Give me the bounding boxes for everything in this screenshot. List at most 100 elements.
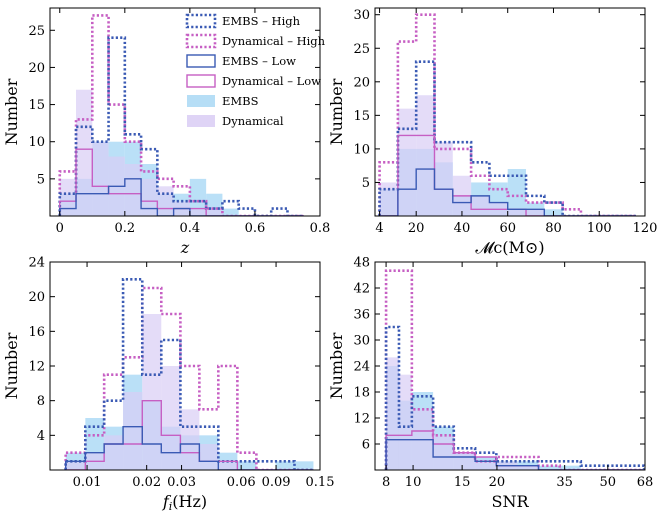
y-tick-label: 20 bbox=[28, 290, 45, 305]
y-tick-label: 12 bbox=[353, 412, 370, 427]
x-tick-label: 40 bbox=[454, 221, 471, 236]
legend-swatch bbox=[185, 33, 217, 49]
y-tick-label: 5 bbox=[37, 172, 45, 187]
y-tick-label: 5 bbox=[362, 176, 370, 191]
x-tick-label: 35 bbox=[556, 475, 573, 490]
step-dynamical-low bbox=[59, 148, 304, 216]
bar-dynamical-7 bbox=[517, 465, 539, 470]
step-dynamical-high bbox=[378, 13, 636, 216]
x-tick-label: 4 bbox=[375, 221, 383, 236]
y-tick-label: 20 bbox=[353, 75, 370, 90]
y-tick-label: 30 bbox=[353, 8, 370, 23]
bar-dynamical-4 bbox=[142, 314, 162, 470]
bar-dynamical-0 bbox=[379, 182, 398, 216]
y-tick-label: 10 bbox=[353, 142, 370, 157]
y-tick-label: 6 bbox=[362, 438, 370, 453]
step-dynamical-low bbox=[65, 399, 314, 470]
x-tick-label: 0.01 bbox=[73, 475, 102, 490]
y-tick-label: 15 bbox=[353, 109, 370, 124]
x-axis-label: SNR bbox=[491, 492, 529, 511]
plot-area bbox=[64, 278, 314, 470]
series-dynamical bbox=[65, 314, 238, 470]
legend-label: Dynamical bbox=[222, 114, 284, 128]
legend-swatch bbox=[185, 13, 217, 29]
legend-item-dynamical-high: Dynamical – High bbox=[185, 33, 326, 49]
y-tick-label: 12 bbox=[28, 360, 45, 375]
x-tick-label: 0.15 bbox=[306, 475, 335, 490]
panel-top-left: 0 0.2 0.4 0.6 0.8 5 10 15 20 25 Number z bbox=[2, 7, 330, 257]
axes-frame bbox=[374, 7, 646, 217]
y-tick-label: 16 bbox=[28, 325, 45, 340]
bar-dynamical-8 bbox=[189, 208, 207, 216]
y-tick-label: 48 bbox=[353, 256, 370, 271]
x-tick-label: 20 bbox=[489, 475, 506, 490]
bar-dynamical-2 bbox=[92, 141, 109, 216]
bar-embs-7 bbox=[507, 169, 527, 216]
bar-dynamical-5 bbox=[141, 178, 158, 216]
series-dynamical-high bbox=[64, 286, 314, 470]
step-dynamical-low bbox=[379, 134, 636, 216]
y-axis-label: Number bbox=[327, 78, 346, 145]
y-axis-label: Number bbox=[2, 78, 21, 145]
plot-area bbox=[384, 269, 645, 470]
legend-item-embs: EMBS bbox=[187, 94, 259, 108]
bar-dynamical-4 bbox=[124, 164, 142, 216]
series-dynamical-high bbox=[58, 14, 304, 216]
series-embs-high bbox=[378, 60, 636, 216]
x-tick-label: 20 bbox=[408, 221, 425, 236]
bar-embs-8 bbox=[538, 465, 560, 470]
bar-dynamical-0 bbox=[65, 461, 86, 470]
y-axis-label: Number bbox=[2, 332, 21, 399]
y-tick-label: 10 bbox=[28, 135, 45, 150]
bar-dynamical-8 bbox=[526, 209, 545, 216]
bar-dynamical-1 bbox=[397, 108, 417, 216]
legend-label: Dynamical – Low bbox=[222, 74, 321, 88]
x-tick-label: 0.6 bbox=[245, 221, 266, 236]
bar-dynamical-3 bbox=[434, 142, 453, 216]
step-embs-low bbox=[379, 168, 636, 216]
x-tick-label: 100 bbox=[587, 221, 612, 236]
bar-dynamical-4 bbox=[453, 452, 476, 470]
legend-label: Dynamical – High bbox=[222, 34, 326, 48]
bar-dynamical-9 bbox=[206, 208, 223, 216]
step-embs-high bbox=[64, 278, 314, 470]
x-axis-label: fi(Hz) bbox=[162, 492, 207, 513]
legend-label: EMBS – High bbox=[222, 14, 301, 28]
axes-frame bbox=[49, 7, 321, 217]
x-tick-label: 0.06 bbox=[227, 475, 256, 490]
step-embs-low bbox=[64, 425, 314, 470]
x-tick-label: 68 bbox=[637, 475, 654, 490]
bar-dynamical-7 bbox=[507, 209, 527, 216]
series-embs-low bbox=[385, 438, 645, 470]
x-tick-label: 120 bbox=[633, 221, 658, 236]
bar-dynamical-6 bbox=[157, 186, 174, 216]
bar-dynamical-3 bbox=[433, 435, 454, 470]
step-embs-low bbox=[385, 438, 645, 470]
legend-item-embs-high: EMBS – High bbox=[185, 13, 301, 29]
x-tick-label: 60 bbox=[499, 221, 516, 236]
series-embs-high bbox=[64, 278, 314, 470]
bar-dynamical-1 bbox=[76, 89, 93, 216]
step-embs-high bbox=[378, 60, 636, 216]
y-tick-label: 8 bbox=[37, 394, 45, 409]
step-embs-high bbox=[58, 36, 304, 216]
y-tick-label: 4 bbox=[37, 429, 45, 444]
bar-dynamical-5 bbox=[161, 366, 181, 470]
y-tick-label: 25 bbox=[28, 24, 45, 39]
plot-area bbox=[378, 13, 636, 216]
y-tick-label: 42 bbox=[353, 282, 370, 297]
bar-dynamical-7 bbox=[199, 444, 219, 470]
legend-item-embs-low: EMBS – Low bbox=[186, 54, 296, 68]
legend-label: EMBS bbox=[222, 94, 259, 108]
legend-swatch bbox=[187, 95, 215, 107]
legend-swatch bbox=[186, 54, 216, 68]
series-dynamical bbox=[59, 89, 223, 216]
panel-bottom-left: 0.01 0.02 0.03 0.06 0.09 0.15 4 8 12 16 20 24 Number… bbox=[2, 256, 334, 514]
bar-embs-10 bbox=[222, 208, 239, 216]
series-embs-low bbox=[59, 178, 304, 216]
bar-embs-11 bbox=[275, 461, 295, 470]
step-dynamical-high bbox=[64, 286, 314, 470]
x-tick-label: 50 bbox=[600, 475, 617, 490]
bar-dynamical-2 bbox=[416, 95, 435, 216]
